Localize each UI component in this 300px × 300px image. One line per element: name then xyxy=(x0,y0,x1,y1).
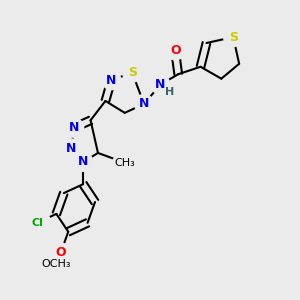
Circle shape xyxy=(113,152,136,175)
Text: OCH₃: OCH₃ xyxy=(42,260,71,269)
Text: N: N xyxy=(66,142,76,155)
Text: N: N xyxy=(139,98,149,110)
Circle shape xyxy=(160,82,179,102)
Circle shape xyxy=(62,139,81,158)
Text: Cl: Cl xyxy=(31,218,43,228)
Circle shape xyxy=(224,28,243,46)
Circle shape xyxy=(134,94,154,113)
Circle shape xyxy=(65,118,84,137)
Circle shape xyxy=(44,253,68,276)
Text: N: N xyxy=(69,121,80,134)
Circle shape xyxy=(102,70,121,90)
Text: CH₃: CH₃ xyxy=(114,158,135,168)
Text: N: N xyxy=(78,155,88,168)
Circle shape xyxy=(166,41,185,60)
Circle shape xyxy=(24,209,50,236)
Circle shape xyxy=(74,152,93,171)
Text: N: N xyxy=(106,74,116,87)
Circle shape xyxy=(123,63,142,82)
Text: S: S xyxy=(229,31,238,44)
Circle shape xyxy=(151,75,170,94)
Text: H: H xyxy=(165,87,174,97)
Text: S: S xyxy=(128,66,137,79)
Text: O: O xyxy=(56,246,66,259)
Text: O: O xyxy=(170,44,181,57)
Text: N: N xyxy=(155,78,166,91)
Circle shape xyxy=(51,243,70,262)
